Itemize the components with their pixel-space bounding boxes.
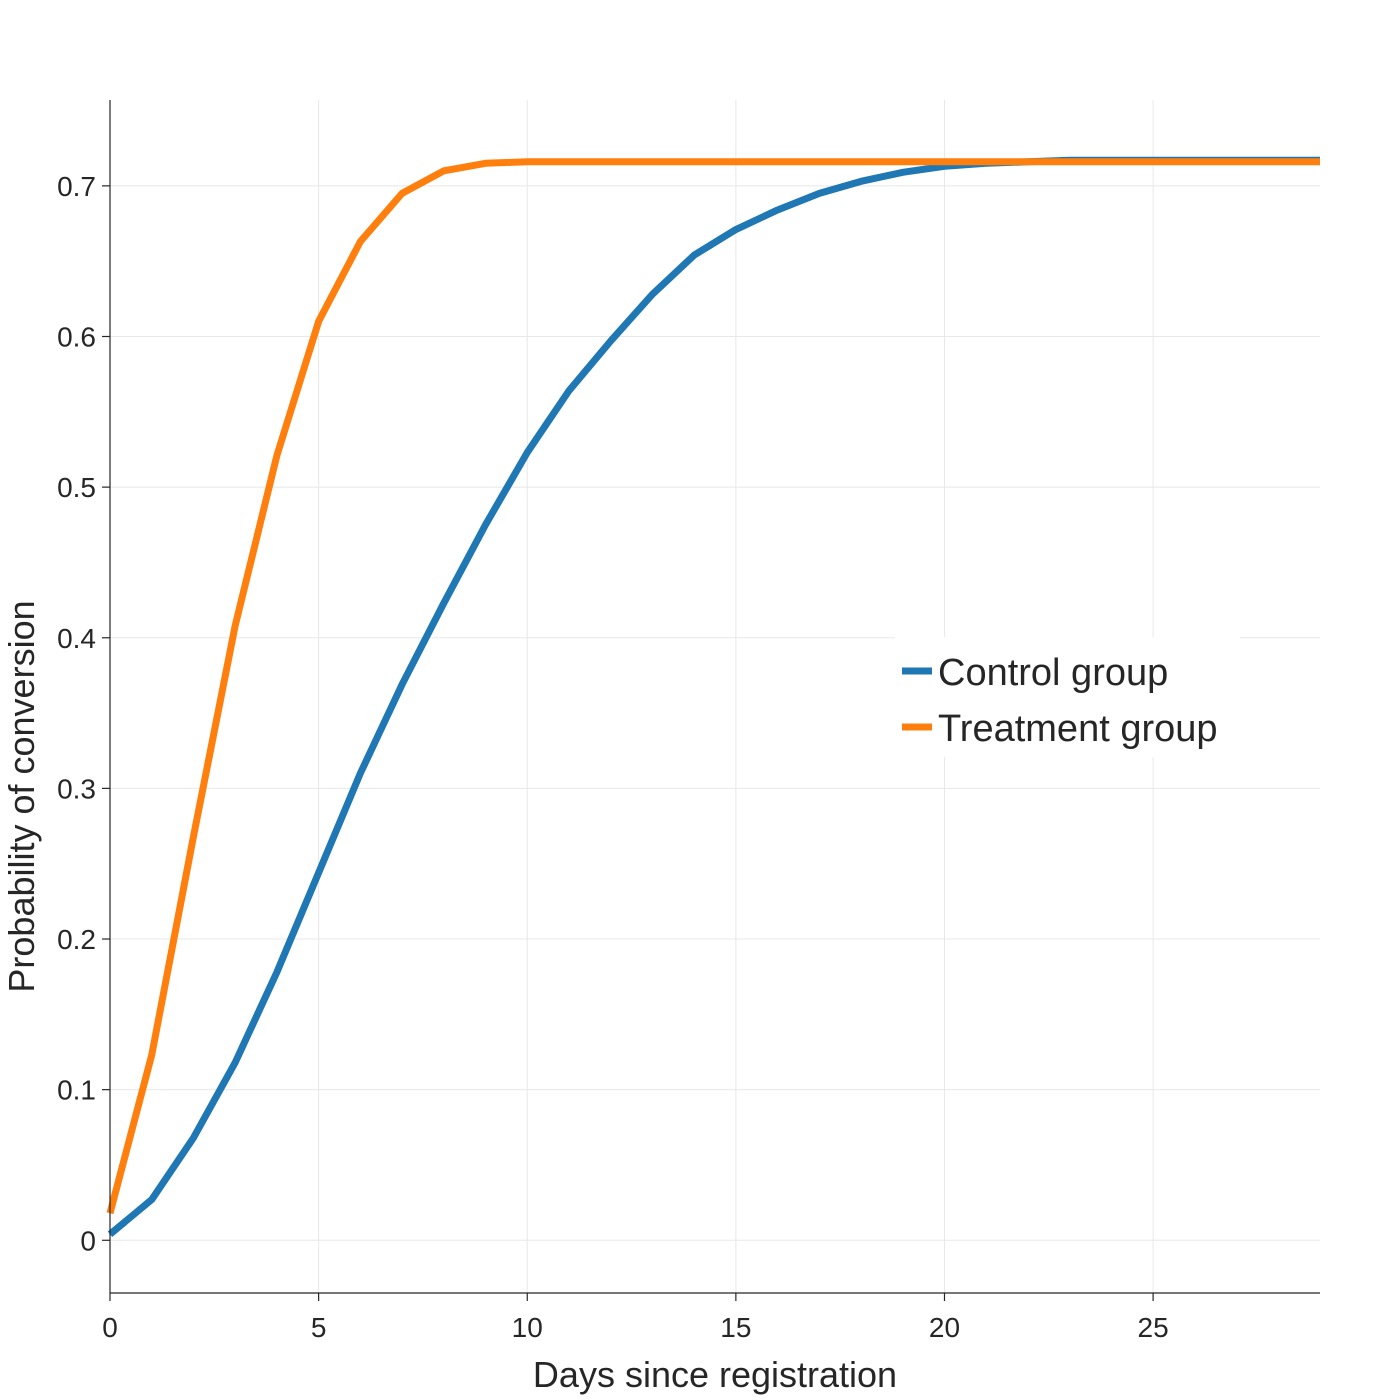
y-ticks: 0 0.1 0.2 0.3 0.4 0.5 0.6 0.7 — [57, 171, 110, 1256]
x-tick-label: 10 — [512, 1312, 543, 1343]
y-tick-label: 0.4 — [57, 623, 96, 654]
series-lines — [106, 156, 1320, 1237]
x-axis-title: Days since registration — [533, 1354, 897, 1395]
y-tick-label: 0.2 — [57, 924, 96, 955]
legend-label: Treatment group — [938, 708, 1218, 750]
y-axis-title: Probability of conversion — [1, 600, 42, 992]
legend: Control group Treatment group — [895, 637, 1240, 757]
x-tick-label: 20 — [929, 1312, 960, 1343]
x-tick-label: 5 — [311, 1312, 327, 1343]
y-tick-label: 0.5 — [57, 472, 96, 503]
series-line-treatment-group — [106, 158, 1320, 1215]
y-tick-label: 0.6 — [57, 321, 96, 352]
y-tick-label: 0.3 — [57, 773, 96, 804]
legend-label: Control group — [938, 652, 1168, 694]
legend-box — [895, 637, 1240, 757]
axes — [109, 100, 1320, 1294]
y-tick-label: 0 — [80, 1225, 96, 1256]
y-tick-label: 0.1 — [57, 1075, 96, 1106]
x-tick-label: 0 — [102, 1312, 118, 1343]
y-tick-label: 0.7 — [57, 171, 96, 202]
x-tick-label: 15 — [720, 1312, 751, 1343]
x-ticks: 0 5 10 15 20 25 — [102, 1293, 1169, 1343]
x-tick-label: 25 — [1138, 1312, 1169, 1343]
